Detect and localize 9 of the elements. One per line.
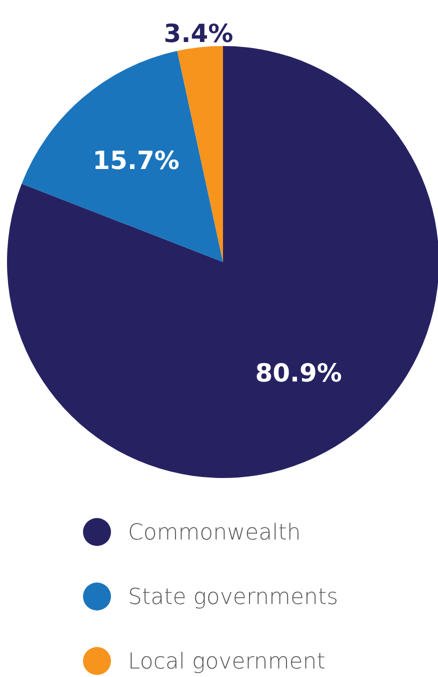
data-label: 80.9% <box>255 358 342 388</box>
legend-label: Commonwealth <box>128 520 301 546</box>
pie-slice <box>22 50 223 262</box>
data-label: 3.4% <box>164 19 234 48</box>
pie-slice <box>177 46 223 262</box>
legend-label: State governments <box>128 585 338 610</box>
pie-slice <box>7 46 438 478</box>
data-label: 15.7% <box>92 146 180 175</box>
legend-label: Local government <box>128 650 326 675</box>
